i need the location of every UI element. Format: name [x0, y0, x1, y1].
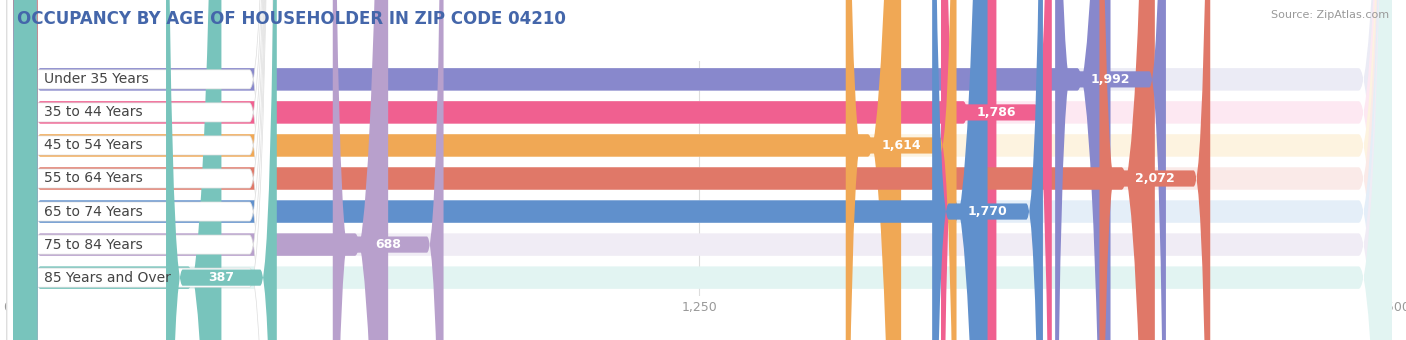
FancyBboxPatch shape [7, 0, 273, 340]
FancyBboxPatch shape [7, 0, 1392, 340]
Text: OCCUPANCY BY AGE OF HOUSEHOLDER IN ZIP CODE 04210: OCCUPANCY BY AGE OF HOUSEHOLDER IN ZIP C… [17, 10, 565, 28]
FancyBboxPatch shape [941, 0, 1052, 340]
FancyBboxPatch shape [7, 0, 388, 340]
Circle shape [14, 0, 37, 340]
Text: 1,992: 1,992 [1091, 73, 1130, 86]
FancyBboxPatch shape [333, 0, 443, 340]
Text: 45 to 54 Years: 45 to 54 Years [44, 138, 142, 152]
FancyBboxPatch shape [166, 0, 277, 340]
FancyBboxPatch shape [7, 0, 273, 340]
FancyBboxPatch shape [7, 0, 1392, 340]
FancyBboxPatch shape [7, 0, 1392, 340]
FancyBboxPatch shape [7, 0, 273, 340]
FancyBboxPatch shape [7, 0, 1392, 340]
FancyBboxPatch shape [7, 0, 1392, 340]
FancyBboxPatch shape [7, 0, 1111, 340]
Text: Under 35 Years: Under 35 Years [44, 72, 149, 86]
Text: 75 to 84 Years: 75 to 84 Years [44, 238, 142, 252]
Circle shape [14, 0, 37, 340]
Text: 55 to 64 Years: 55 to 64 Years [44, 171, 142, 186]
FancyBboxPatch shape [7, 0, 987, 340]
FancyBboxPatch shape [846, 0, 956, 340]
FancyBboxPatch shape [7, 0, 273, 340]
Text: 1,614: 1,614 [882, 139, 921, 152]
FancyBboxPatch shape [7, 0, 221, 340]
Text: 1,786: 1,786 [977, 106, 1017, 119]
Text: 688: 688 [375, 238, 401, 251]
Circle shape [14, 0, 37, 340]
FancyBboxPatch shape [1054, 0, 1166, 340]
Text: 35 to 44 Years: 35 to 44 Years [44, 105, 142, 119]
Text: 85 Years and Over: 85 Years and Over [44, 271, 170, 285]
FancyBboxPatch shape [7, 0, 997, 340]
FancyBboxPatch shape [1099, 0, 1211, 340]
FancyBboxPatch shape [7, 0, 273, 340]
FancyBboxPatch shape [932, 0, 1043, 340]
FancyBboxPatch shape [7, 0, 1154, 340]
FancyBboxPatch shape [7, 0, 273, 340]
Text: 65 to 74 Years: 65 to 74 Years [44, 205, 142, 219]
Text: Source: ZipAtlas.com: Source: ZipAtlas.com [1271, 10, 1389, 20]
Circle shape [14, 0, 37, 340]
Text: 387: 387 [208, 271, 235, 284]
Text: 1,770: 1,770 [967, 205, 1008, 218]
Circle shape [14, 0, 37, 340]
Circle shape [14, 0, 37, 340]
FancyBboxPatch shape [7, 0, 273, 340]
Circle shape [14, 0, 37, 340]
FancyBboxPatch shape [7, 0, 1392, 340]
FancyBboxPatch shape [7, 0, 1392, 340]
Text: 2,072: 2,072 [1135, 172, 1175, 185]
FancyBboxPatch shape [7, 0, 901, 340]
